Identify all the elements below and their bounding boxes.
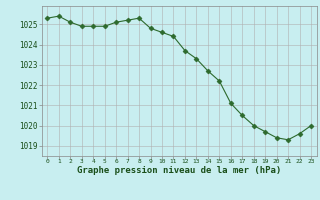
X-axis label: Graphe pression niveau de la mer (hPa): Graphe pression niveau de la mer (hPa) [77, 166, 281, 175]
